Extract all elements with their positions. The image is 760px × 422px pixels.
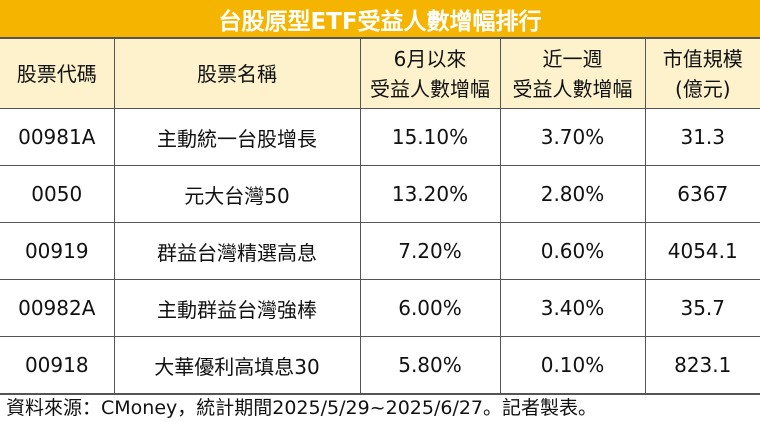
table-cell: 群益台灣精選高息 xyxy=(114,223,360,280)
header-cell: 股票名稱 xyxy=(114,39,360,109)
header-line: 近一週 xyxy=(501,44,645,74)
table-cell: 4054.1 xyxy=(645,223,760,280)
table-cell: 13.20% xyxy=(360,166,500,223)
table-cell: 00981A xyxy=(0,109,114,166)
table-cell: 3.70% xyxy=(500,109,645,166)
table-cell: 2.80% xyxy=(500,166,645,223)
table-cell: 主動統一台股增長 xyxy=(114,109,360,166)
header-cell: 市值規模(億元) xyxy=(645,39,760,109)
table-cell: 6.00% xyxy=(360,280,500,337)
table-cell: 823.1 xyxy=(645,337,760,394)
header-line: 受益人數增幅 xyxy=(361,74,500,104)
table-cell: 主動群益台灣強棒 xyxy=(114,280,360,337)
table-cell: 00919 xyxy=(0,223,114,280)
header-cell: 股票代碼 xyxy=(0,39,114,109)
table-cell: 元大台灣50 xyxy=(114,166,360,223)
table-cell: 大華優利高填息30 xyxy=(114,337,360,394)
table-cell: 00918 xyxy=(0,337,114,394)
table-cell: 6367 xyxy=(645,166,760,223)
table-cell: 00982A xyxy=(0,280,114,337)
table-cell: 0.60% xyxy=(500,223,645,280)
header-cell: 近一週受益人數增幅 xyxy=(500,39,645,109)
header-line: 受益人數增幅 xyxy=(501,74,645,104)
table-cell: 5.80% xyxy=(360,337,500,394)
header-line: 6月以來 xyxy=(361,44,500,74)
header-line: 市值規模 xyxy=(646,44,760,74)
table-cell: 3.40% xyxy=(500,280,645,337)
table-cell: 31.3 xyxy=(645,109,760,166)
table-cell: 7.20% xyxy=(360,223,500,280)
header-cell: 6月以來受益人數增幅 xyxy=(360,39,500,109)
table-cell: 35.7 xyxy=(645,280,760,337)
title: 台股原型ETF受益人數增幅排行 xyxy=(0,0,760,38)
header-line: 股票代碼 xyxy=(0,59,114,89)
header-line: 股票名稱 xyxy=(115,59,360,89)
header-line: (億元) xyxy=(646,74,760,104)
table-cell: 0050 xyxy=(0,166,114,223)
table-cell: 15.10% xyxy=(360,109,500,166)
table-cell: 0.10% xyxy=(500,337,645,394)
